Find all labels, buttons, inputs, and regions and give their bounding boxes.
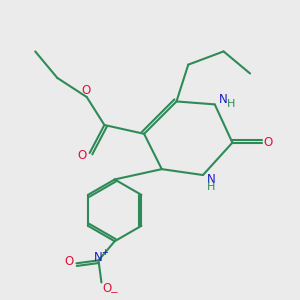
Text: O: O bbox=[64, 255, 74, 268]
Text: O: O bbox=[78, 149, 87, 162]
Text: H: H bbox=[207, 182, 215, 192]
Text: +: + bbox=[101, 248, 108, 256]
Text: N: N bbox=[94, 251, 102, 264]
Text: N: N bbox=[219, 93, 227, 106]
Text: N: N bbox=[207, 173, 216, 186]
Text: O: O bbox=[102, 282, 111, 296]
Text: −: − bbox=[110, 288, 118, 298]
Text: O: O bbox=[82, 84, 91, 97]
Text: O: O bbox=[264, 136, 273, 149]
Text: H: H bbox=[227, 99, 236, 109]
